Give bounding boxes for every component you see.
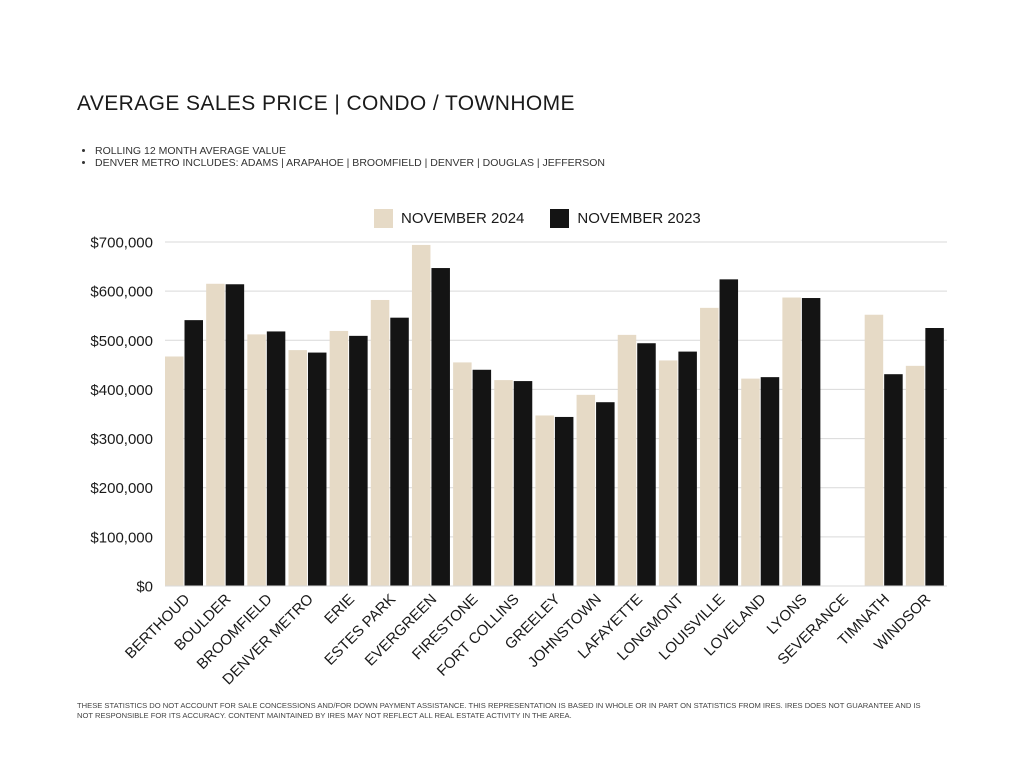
bar-nov-2024 [905,365,925,586]
bar-nov-2024 [411,244,431,586]
bar-nov-2024 [782,297,801,586]
y-tick-label: $400,000 [90,382,153,399]
y-tick-label: $200,000 [90,480,153,497]
bar-nov-2023 [554,416,574,586]
bar-nov-2024 [329,330,349,586]
legend-label-nov-2024: NOVEMBER 2024 [401,209,525,227]
legend-item-nov-2023: NOVEMBER 2023 [550,208,701,228]
y-tick-label: $300,000 [90,431,153,448]
bar-nov-2023 [472,369,492,586]
bar-nov-2024 [370,299,390,586]
note-item: DENVER METRO INCLUDES: ADAMS | ARAPAHOE … [95,157,605,170]
notes-list: ROLLING 12 MONTH AVERAGE VALUE DENVER ME… [77,145,605,170]
y-tick-label: $600,000 [90,284,153,301]
bar-nov-2024 [658,360,678,586]
bar-nov-2024 [494,380,513,586]
legend-item-nov-2024: NOVEMBER 2024 [374,208,525,228]
bar-nov-2024 [864,314,884,586]
disclaimer-text: THESE STATISTICS DO NOT ACCOUNT FOR SALE… [77,701,921,720]
legend-label-nov-2023: NOVEMBER 2023 [577,209,701,227]
y-tick-label: $500,000 [90,333,153,350]
bar-nov-2023 [760,377,780,586]
bar-nov-2024 [700,307,719,586]
bar-nov-2023 [678,351,697,586]
bar-nov-2023 [184,320,203,586]
bar-nov-2023 [266,331,286,586]
bar-nov-2024 [288,350,307,586]
bar-nov-2023 [513,381,533,586]
bar-nov-2023 [637,343,656,586]
note-item: ROLLING 12 MONTH AVERAGE VALUE [95,145,605,158]
bar-nov-2024 [576,394,596,586]
bar-nov-2023 [884,374,903,586]
y-tick-label: $0 [136,579,153,596]
chart-legend: NOVEMBER 2024 NOVEMBER 2023 [374,208,727,228]
y-tick-label: $100,000 [90,529,153,546]
bar-nov-2024 [206,283,225,586]
bar-chart: $0 $100,000 $200,000 $300,000 $400,000 $500,0… [90,235,947,688]
bar-nov-2024 [247,334,266,586]
x-tick-label: EVERGREEN [362,591,441,670]
x-tick-label: ERIE [321,591,358,628]
bar-nov-2023 [719,279,739,586]
bar-nov-2024 [453,362,472,586]
bar-nov-2024 [535,415,554,586]
bar-nov-2023 [225,284,245,586]
bar-nov-2023 [431,268,450,586]
legend-swatch-nov-2024 [374,208,393,228]
legend-swatch-nov-2023 [550,208,570,228]
bar-nov-2024 [165,356,184,586]
bar-nov-2023 [596,402,615,586]
y-tick-label: $700,000 [90,235,153,252]
bar-nov-2024 [617,334,637,586]
bar-nov-2023 [801,298,821,586]
page-title: AVERAGE SALES PRICE | CONDO / TOWNHOME [77,92,575,115]
bar-nov-2023 [307,352,327,586]
bar-nov-2023 [349,335,368,586]
bar-nov-2023 [925,328,944,586]
bar-nov-2023 [390,317,409,586]
bar-nov-2024 [741,378,760,586]
